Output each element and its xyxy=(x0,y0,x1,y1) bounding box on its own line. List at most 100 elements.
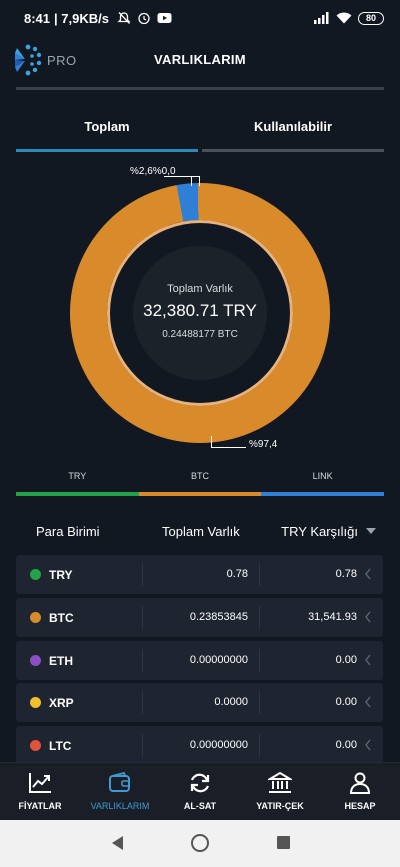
header-divider xyxy=(16,87,384,90)
asset-symbol: ETH xyxy=(49,654,73,668)
legend-bar-btc xyxy=(138,492,262,496)
status-bar: 8:41 | 7,9KB/s 80 xyxy=(0,0,400,36)
wallet-icon xyxy=(109,772,130,792)
user-icon xyxy=(349,772,371,794)
nav-varliklarim-label: VARLIKLARIM xyxy=(90,801,150,811)
back-icon[interactable] xyxy=(112,836,123,850)
asset-symbol: TRY xyxy=(49,568,73,582)
leader-line-top-2 xyxy=(199,177,200,186)
asset-try-value: 0.00 xyxy=(335,739,357,751)
legend-label-btc: BTC xyxy=(191,471,209,481)
currency-dot-icon xyxy=(30,655,41,666)
alarm-icon xyxy=(138,12,150,25)
nav-yatir-cek[interactable]: YATIR-ÇEK xyxy=(240,763,320,821)
tab-kullanilabilir-underline xyxy=(202,149,384,152)
tab-toplam[interactable]: Toplam xyxy=(16,100,198,152)
asset-row-try[interactable]: TRY 0.78 0.78 xyxy=(16,555,383,594)
col-header-currency: Para Birimi xyxy=(36,523,100,539)
youtube-icon xyxy=(157,13,172,23)
nav-hesap[interactable]: HESAP xyxy=(320,763,400,821)
nav-varliklarim[interactable]: VARLIKLARIM xyxy=(80,763,160,821)
asset-try-value: 0.78 xyxy=(335,568,357,580)
donut-btc-percent-label: %97,4 xyxy=(249,439,278,450)
asset-amount: 0.00000000 xyxy=(189,654,248,666)
tab-toplam-underline xyxy=(16,149,198,152)
asset-row-eth[interactable]: ETH 0.00000000 0.00 xyxy=(16,641,383,680)
total-assets-btc: 0.24488177 BTC xyxy=(162,329,238,340)
leader-line-top-h xyxy=(164,176,200,177)
pro-label: PRO xyxy=(47,53,77,68)
asset-amount: 0.0000 xyxy=(214,696,248,708)
leader-line-top xyxy=(191,177,192,186)
chevron-left-icon xyxy=(365,568,371,580)
column-divider xyxy=(142,691,143,714)
asset-amount: 0.23853845 xyxy=(189,611,248,623)
tab-kullanilabilir[interactable]: Kullanılabilir xyxy=(202,100,384,152)
column-divider xyxy=(259,606,260,629)
column-divider xyxy=(142,563,143,586)
column-divider xyxy=(142,649,143,672)
asset-row-ltc[interactable]: LTC 0.00000000 0.00 xyxy=(16,726,383,765)
page-title: VARLIKLARIM xyxy=(154,52,246,67)
wifi-icon xyxy=(336,12,352,24)
asset-row-xrp[interactable]: XRP 0.0000 0.00 xyxy=(16,683,383,722)
leader-line-bottom-h xyxy=(211,447,246,448)
column-divider xyxy=(259,734,260,757)
home-icon[interactable] xyxy=(191,834,209,852)
col-header-try-sort[interactable]: TRY Karşılığı xyxy=(281,524,376,539)
leader-line-bottom xyxy=(211,436,212,447)
exchange-icon xyxy=(190,773,210,793)
column-divider xyxy=(259,649,260,672)
col-header-try-label: TRY Karşılığı xyxy=(281,523,358,539)
chevron-left-icon xyxy=(365,611,371,623)
app-logo xyxy=(15,44,42,76)
balance-tabs: Toplam Kullanılabilir xyxy=(16,100,384,152)
status-time: 8:41 xyxy=(24,10,51,26)
donut-inner-edge xyxy=(107,220,293,406)
column-divider xyxy=(142,734,143,757)
chart-legend: TRY BTC LINK xyxy=(16,468,385,498)
chevron-left-icon xyxy=(365,654,371,666)
mute-icon xyxy=(117,12,131,24)
legend-label-try: TRY xyxy=(68,471,87,481)
sort-caret-icon xyxy=(366,528,376,534)
signal-icon xyxy=(314,12,329,24)
chevron-left-icon xyxy=(365,696,371,708)
total-assets-label: Toplam Varlık xyxy=(167,283,233,295)
asset-row-btc[interactable]: BTC 0.23853845 31,541.93 xyxy=(16,598,383,637)
legend-item-try: TRY xyxy=(16,468,139,498)
column-divider xyxy=(259,691,260,714)
nav-fiyatlar-label: FİYATLAR xyxy=(18,801,62,811)
battery-indicator: 80 xyxy=(358,11,384,25)
status-notification-icons xyxy=(117,11,172,25)
asset-amount: 0.00000000 xyxy=(189,739,248,751)
col-header-total: Toplam Varlık xyxy=(162,523,240,539)
currency-dot-icon xyxy=(30,740,41,751)
nav-fiyatlar[interactable]: FİYATLAR xyxy=(0,763,80,821)
total-assets-try: 32,380.71 TRY xyxy=(143,301,257,320)
column-divider xyxy=(142,606,143,629)
donut-center xyxy=(133,246,267,380)
asset-try-value: 31,541.93 xyxy=(308,611,357,623)
nav-hesap-label: HESAP xyxy=(344,801,376,811)
legend-item-link: LINK xyxy=(261,468,385,498)
currency-dot-icon xyxy=(30,612,41,623)
nav-yatir-cek-label: YATIR-ÇEK xyxy=(256,801,304,811)
legend-item-btc: BTC xyxy=(138,468,262,498)
system-navigation-bar xyxy=(0,820,400,867)
tab-toplam-label: Toplam xyxy=(84,118,130,134)
asset-symbol: XRP xyxy=(49,696,74,710)
asset-try-value: 0.00 xyxy=(335,654,357,666)
bank-icon xyxy=(268,772,292,793)
currency-dot-icon xyxy=(30,569,41,580)
legend-label-link: LINK xyxy=(312,471,333,481)
asset-amount: 0.78 xyxy=(226,568,248,580)
chart-icon xyxy=(29,773,51,793)
recent-apps-icon[interactable] xyxy=(277,836,290,849)
nav-al-sat[interactable]: AL-SAT xyxy=(160,763,240,821)
asset-symbol: BTC xyxy=(49,611,74,625)
asset-symbol: LTC xyxy=(49,739,72,753)
chevron-left-icon xyxy=(365,739,371,751)
nav-al-sat-label: AL-SAT xyxy=(183,801,217,811)
bottom-navigation: FİYATLAR VARLIKLARIM AL-SAT YATIR-ÇEK HE… xyxy=(0,762,400,820)
